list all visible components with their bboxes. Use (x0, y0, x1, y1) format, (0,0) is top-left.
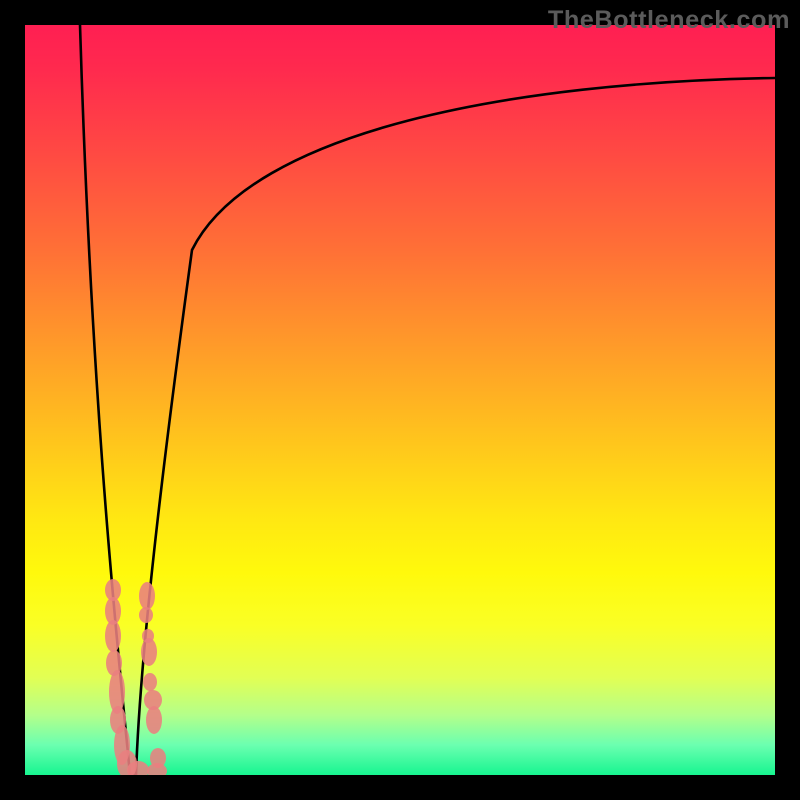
chart-container: TheBottleneck.com (0, 0, 800, 800)
scatter-point (144, 690, 162, 710)
scatter-point (150, 748, 166, 768)
scatter-point (143, 673, 157, 691)
scatter-point (105, 620, 121, 652)
plot-background (25, 25, 775, 775)
scatter-point (139, 582, 155, 610)
watermark-text: TheBottleneck.com (548, 6, 790, 35)
scatter-point (146, 706, 162, 734)
scatter-point (139, 607, 153, 623)
bottleneck-chart (0, 0, 800, 800)
scatter-point (142, 629, 154, 643)
